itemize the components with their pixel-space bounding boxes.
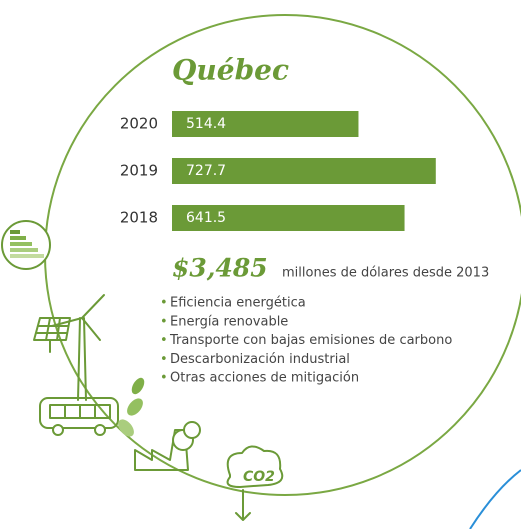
y-tick-label: 2018 xyxy=(120,209,158,227)
co2-label: CO2 xyxy=(243,469,275,485)
list-item: Eficiencia energética xyxy=(170,296,306,311)
chart-title: Québec xyxy=(172,54,289,87)
total-note: millones de dólares desde 2013 xyxy=(282,266,489,281)
list-item: Descarbonización industrial xyxy=(170,352,350,367)
bullet: • xyxy=(160,352,168,367)
leaves-icon xyxy=(118,377,145,437)
factory-icon xyxy=(134,421,201,471)
bar xyxy=(172,205,405,231)
solar-panel-icon xyxy=(33,317,71,353)
bus-icon xyxy=(39,397,119,436)
value-label: 727.7 xyxy=(186,163,226,179)
bullet: • xyxy=(160,371,168,386)
co2-icon: CO2 xyxy=(226,445,284,521)
energy-label-icon xyxy=(1,220,51,270)
value-label: 641.5 xyxy=(186,210,226,226)
bullet: • xyxy=(160,296,168,311)
list-item: Transporte con bajas emisiones de carbon… xyxy=(169,333,452,348)
list-item: Energía renovable xyxy=(170,314,288,329)
list-item: Otras acciones de mitigación xyxy=(170,371,359,386)
y-tick-label: 2020 xyxy=(120,115,158,133)
wind-turbine-icon xyxy=(51,294,105,401)
y-tick-label: 2019 xyxy=(120,162,158,180)
total: $3,485 xyxy=(172,254,268,283)
bar xyxy=(172,158,436,184)
icons: CO2 xyxy=(1,220,284,521)
blue-arc xyxy=(469,469,521,529)
bar xyxy=(172,111,359,137)
value-label: 514.4 xyxy=(186,116,226,132)
bullet: • xyxy=(160,314,168,329)
bullet: • xyxy=(160,333,168,348)
